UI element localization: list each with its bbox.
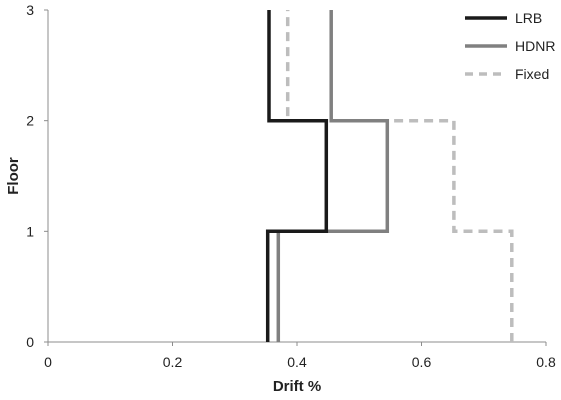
axes <box>44 9 547 346</box>
y-tick-label: 2 <box>26 113 34 129</box>
series-line-hdnr <box>276 10 390 342</box>
series-lines <box>265 10 514 342</box>
legend-label-lrb: LRB <box>515 10 542 26</box>
y-axis-title: Floor <box>5 157 22 195</box>
y-tick-label: 0 <box>26 334 34 350</box>
x-axis-title: Drift % <box>273 378 321 395</box>
series-line-fixed <box>285 10 514 342</box>
y-tick-label: 1 <box>26 223 34 239</box>
y-tick-label: 3 <box>26 2 34 18</box>
x-tick-label: 0.6 <box>412 354 432 370</box>
x-tick-label: 0 <box>44 354 52 370</box>
x-tick-label: 0.2 <box>163 354 183 370</box>
x-tick-label: 0.4 <box>287 354 307 370</box>
tick-labels: 0 0.2 0.4 0.6 0.8 0 1 2 3 <box>26 2 556 370</box>
legend-label-fixed: Fixed <box>515 66 549 82</box>
legend-label-hdnr: HDNR <box>515 38 555 54</box>
legend: LRB HDNR Fixed <box>465 10 555 82</box>
series-line-lrb <box>265 10 329 342</box>
x-tick-label: 0.8 <box>536 354 556 370</box>
